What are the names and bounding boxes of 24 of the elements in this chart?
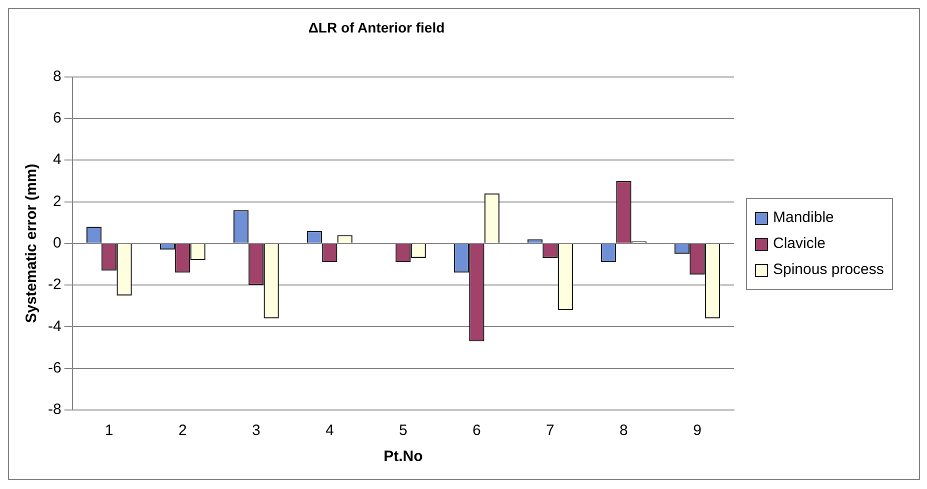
y-axis-title: Systematic error (mm) [23, 164, 40, 324]
legend-label: Spinous process [773, 260, 884, 280]
y-tick-label: -2 [48, 276, 62, 294]
y-tick-label: -6 [48, 359, 62, 376]
x-tick-label: 7 [546, 422, 554, 440]
y-tick-label: -8 [48, 401, 62, 418]
x-tick-label: 8 [620, 422, 628, 440]
y-tick-label: 0 [52, 234, 62, 252]
chart-title: ΔLR of Anterior field [308, 19, 445, 36]
y-tick-label: 6 [52, 110, 62, 127]
y-tick-label: 4 [52, 151, 62, 168]
x-tick-label: 9 [693, 422, 702, 440]
x-tick-label: 4 [325, 422, 334, 440]
x-tick-label: 1 [104, 422, 114, 440]
x-tick-label: 2 [178, 422, 187, 440]
x-axis-title: Pt.No [384, 448, 423, 466]
x-tick-label: 3 [252, 422, 260, 440]
y-tick-label: -4 [48, 318, 62, 335]
x-tick-label: 6 [472, 422, 481, 440]
x-tick-label: 5 [398, 422, 408, 440]
y-tick-label: 2 [52, 192, 62, 210]
legend-label: Clavicle [773, 234, 826, 254]
legend-label: Mandible [773, 208, 834, 228]
y-tick-label: 8 [52, 68, 62, 85]
